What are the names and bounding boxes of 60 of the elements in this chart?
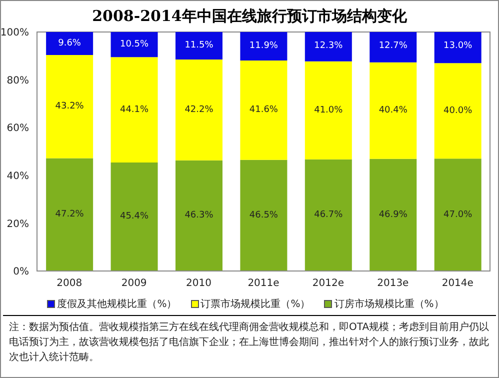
x-tick-label: 2010 xyxy=(186,278,212,290)
bar xyxy=(370,32,417,62)
bar xyxy=(240,60,288,160)
data-label: 9.6% xyxy=(58,38,82,48)
data-label: 47.0% xyxy=(444,210,473,220)
bar xyxy=(110,57,158,162)
x-tick-label: 2012e xyxy=(312,278,344,290)
data-label: 12.7% xyxy=(378,41,408,51)
bar xyxy=(370,158,417,271)
data-label: 10.5% xyxy=(120,40,150,50)
data-label: 45.4% xyxy=(120,212,150,222)
bar xyxy=(46,32,94,55)
bar xyxy=(240,160,288,271)
data-label: 41.6% xyxy=(249,105,278,116)
y-tick-label: 60% xyxy=(6,123,29,134)
data-label: 46.7% xyxy=(314,210,344,220)
legend-label: 度假及其他规模比重（%） xyxy=(56,298,177,311)
y-tick-label: 40% xyxy=(6,170,29,182)
bar xyxy=(46,54,94,158)
data-label: 13.0% xyxy=(444,41,473,51)
x-tick-label: 2014e xyxy=(442,278,474,290)
data-label: 11.5% xyxy=(184,40,214,51)
data-label: 40.4% xyxy=(378,106,408,116)
y-tick-label: 20% xyxy=(6,218,29,230)
data-label: 46.3% xyxy=(184,210,214,221)
bar xyxy=(175,160,222,271)
data-label: 47.2% xyxy=(55,210,84,220)
y-tick-label: 0% xyxy=(13,266,29,278)
text: 订房市场规模比重（%） xyxy=(333,298,444,311)
bar xyxy=(370,62,417,159)
data-label: 46.9% xyxy=(378,210,408,220)
text: 注：数据为预估值。营收规模指第三方在线在线代理商佣金营收规模总和，即OTA规模；考虑到目前用户仍以电话预订为主，故该营收规模包括了电信旗下企业；在上海世博会期间，推出针对个人的旅行预订业务，故此次也计入统计范畴。 xyxy=(9,320,490,365)
bar xyxy=(304,159,352,271)
chart-title: 2008-2014年中国在线旅行预订市场结构变化 xyxy=(91,7,408,26)
y-tick-label: 100% xyxy=(0,28,29,39)
data-label: 41.0% xyxy=(314,105,344,116)
bar xyxy=(434,158,482,271)
bar xyxy=(434,32,482,64)
x-tick-label: 2013e xyxy=(377,278,409,290)
x-tick-label: 2009 xyxy=(121,278,147,290)
bar xyxy=(175,32,222,60)
bar xyxy=(240,32,288,60)
data-label: 44.1% xyxy=(120,104,150,115)
bar xyxy=(434,63,482,159)
bar xyxy=(46,158,94,271)
x-tick-label: 2008 xyxy=(56,278,82,290)
y-tick-label: 80% xyxy=(6,75,29,86)
x-tick-label: 2011e xyxy=(248,278,280,290)
legend-label: 订票市场规模比重（%） xyxy=(200,298,310,311)
data-label: 42.2% xyxy=(184,104,214,115)
data-label: 40.0% xyxy=(444,106,473,116)
data-label: 11.9% xyxy=(249,41,278,51)
bar xyxy=(110,162,158,271)
bar xyxy=(110,32,158,58)
data-label: 12.3% xyxy=(314,41,344,51)
bar xyxy=(175,59,222,160)
bar xyxy=(304,61,352,160)
data-label: 43.2% xyxy=(55,102,84,112)
bar xyxy=(304,32,352,62)
data-label: 46.5% xyxy=(249,210,278,220)
